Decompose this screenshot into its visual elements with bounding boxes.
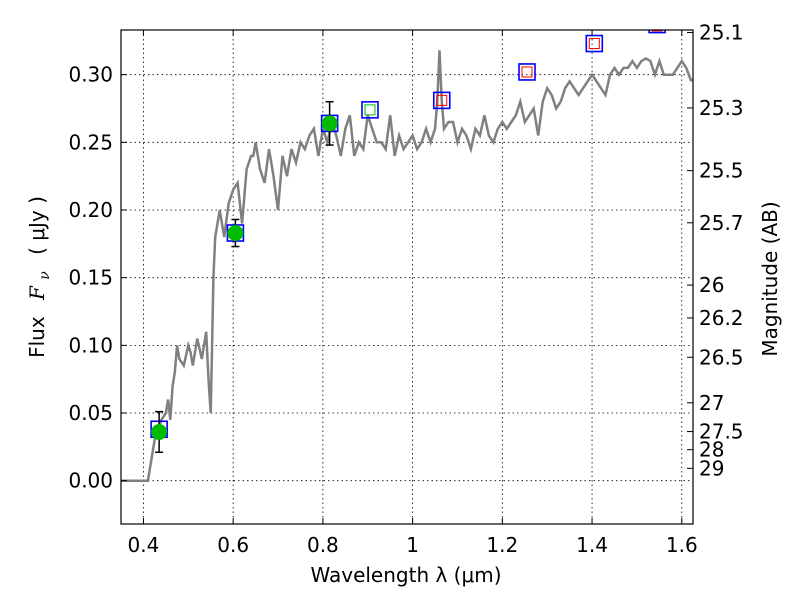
upper-limit-square — [364, 104, 376, 116]
x-tick-label: 0.4 — [128, 533, 160, 557]
y-label-f: F — [25, 285, 49, 301]
model-flux-square — [361, 101, 379, 119]
y2-tick-label: 27.5 — [699, 420, 744, 444]
spectrum-line — [121, 50, 693, 482]
y2-tick-label: 26.2 — [699, 306, 744, 330]
y2-tick-label: 25.5 — [699, 159, 744, 183]
model-flux-square — [432, 91, 451, 110]
y-label-unit: ( μJy ) — [25, 196, 49, 255]
y-tick-label: 0.15 — [68, 266, 113, 290]
y2-tick-label: 27 — [699, 391, 724, 415]
y2-tick-label: 28 — [699, 438, 724, 462]
y-tick-label: 0.00 — [68, 469, 113, 493]
y-tick-label: 0.25 — [68, 130, 113, 154]
x-tick-label: 1.2 — [486, 533, 518, 557]
x-tick-label: 0.8 — [307, 533, 339, 557]
y2-tick-label: 26 — [699, 273, 724, 297]
y2-tick-label: 26.5 — [699, 345, 744, 369]
y2-tick-label: 29 — [699, 456, 724, 480]
y2-tick-label: 25.7 — [699, 211, 744, 235]
ticks — [121, 30, 693, 524]
upper-limit-square — [436, 94, 448, 106]
y-tick-label: 0.30 — [68, 63, 113, 87]
y-axis-label: Flux F ν ( μJy ) — [25, 196, 54, 358]
y-axis-label-group: Flux F ν ( μJy ) — [25, 196, 54, 358]
grid — [121, 30, 693, 524]
x-tick-label: 1.4 — [576, 533, 608, 557]
model-flux-square — [648, 30, 666, 34]
model-flux-square — [585, 34, 604, 53]
x-axis-label: Wavelength λ (μm) — [310, 563, 501, 587]
y2-axis-label: Magnitude (AB) — [758, 201, 782, 356]
plot-content — [121, 30, 693, 482]
y2-tick-label: 25.1 — [699, 21, 744, 45]
x-tick-label: 1 — [406, 533, 419, 557]
x-tick-label: 1.6 — [666, 533, 698, 557]
y-tick-label: 0.10 — [68, 333, 113, 357]
y-label-nu: ν — [37, 271, 53, 280]
y-tick-label: 0.05 — [68, 401, 113, 425]
plot-frame — [120, 29, 694, 525]
upper-limit-square — [521, 66, 533, 78]
y-tick-label: 0.20 — [68, 198, 113, 222]
axis-labels: 0.4 0.6 0.8 1 1.2 1.4 1.6 0.00 0.05 0.10 0.15 0.20 0… — [68, 21, 743, 557]
y-label-flux: Flux — [25, 316, 49, 358]
markers — [150, 30, 666, 454]
model-flux-square — [518, 63, 536, 81]
y2-tick-label: 25.3 — [699, 96, 744, 120]
x-tick-label: 0.6 — [217, 533, 249, 557]
detection-point — [321, 115, 338, 132]
upper-limit-square — [651, 30, 663, 32]
detection-point — [151, 423, 168, 440]
detection-point — [227, 225, 244, 242]
upper-limit-square — [588, 38, 600, 50]
